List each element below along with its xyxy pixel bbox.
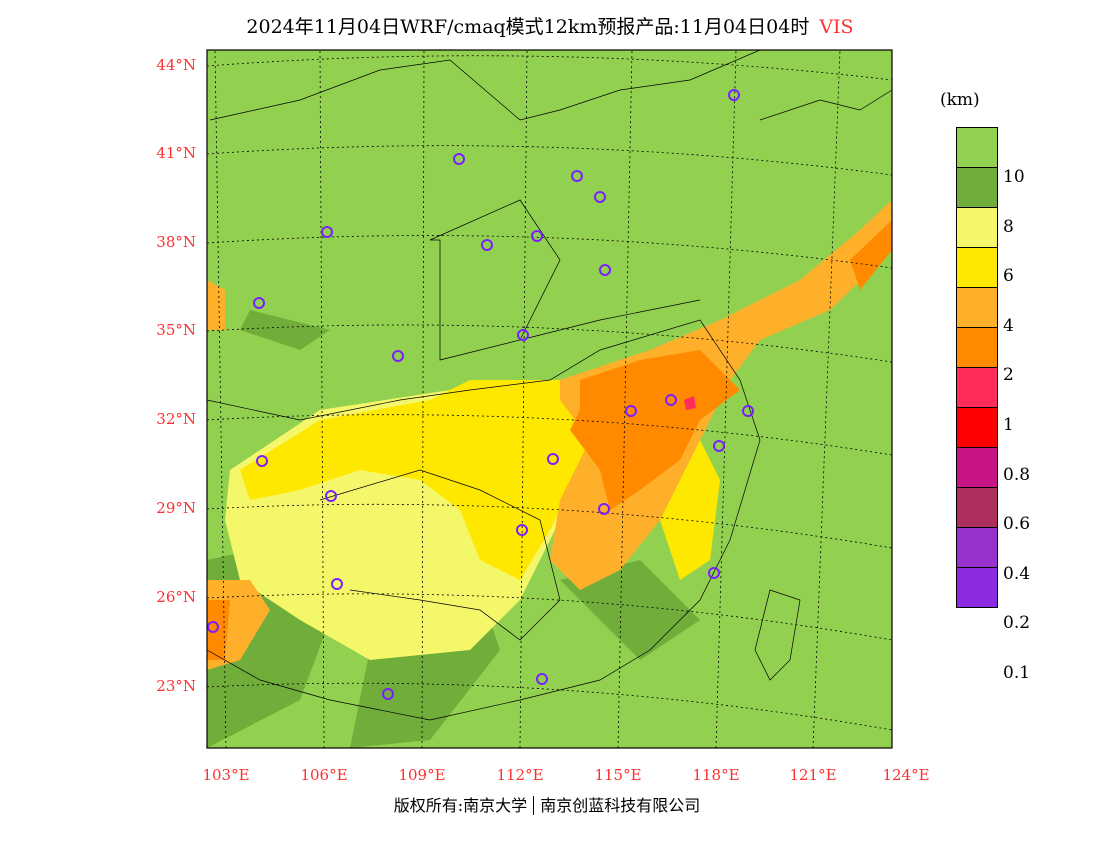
legend-swatch [957, 208, 997, 248]
lon-label: 124°E [882, 766, 930, 784]
station-marker [453, 153, 465, 165]
lat-label: 26°N [156, 588, 196, 606]
legend-label: 1 [1003, 415, 1014, 435]
legend-swatch [957, 128, 997, 168]
color-legend [956, 127, 998, 608]
lon-label: 106°E [300, 766, 348, 784]
legend-label: 0.1 [1003, 663, 1031, 683]
legend-label: 10 [1003, 167, 1025, 187]
province-borders [207, 50, 892, 721]
lat-label: 23°N [156, 677, 196, 695]
station-markers [207, 89, 754, 700]
legend-unit: (km) [940, 90, 980, 110]
credit-right: 南京创蓝科技有限公司 [533, 796, 701, 815]
zone-pink [684, 396, 696, 410]
station-marker [331, 578, 343, 590]
station-marker [599, 264, 611, 276]
legend-swatch [957, 408, 997, 448]
lat-label: 41°N [156, 144, 196, 162]
legend-swatch [957, 288, 997, 328]
station-marker [728, 89, 740, 101]
station-marker [547, 453, 559, 465]
station-marker [625, 405, 637, 417]
title-variable: VIS [819, 16, 854, 38]
lat-label: 44°N [156, 56, 196, 74]
station-marker [665, 394, 677, 406]
legend-label: 2 [1003, 365, 1014, 386]
graticule [207, 50, 892, 748]
legend-swatch [957, 488, 997, 528]
station-marker [253, 297, 265, 309]
legend-label: 6 [1003, 266, 1014, 287]
station-marker [481, 239, 493, 251]
zone-dark-green [207, 310, 700, 748]
station-marker [207, 621, 219, 633]
lon-label: 118°E [692, 766, 740, 784]
station-marker [598, 503, 610, 515]
lon-label: 112°E [496, 766, 544, 784]
copyright: 版权所有:南京大学 南京创蓝科技有限公司 [0, 792, 1100, 816]
legend-label: 0.6 [1003, 514, 1031, 535]
station-marker [713, 440, 725, 452]
station-marker [382, 688, 394, 700]
station-marker [708, 567, 720, 579]
legend-swatch [957, 368, 997, 408]
zone-yellow [240, 380, 720, 580]
legend-swatch [957, 448, 997, 488]
legend-label: 0.4 [1003, 563, 1031, 584]
legend-swatch [957, 168, 997, 208]
visibility-field [207, 50, 892, 748]
legend-swatch [957, 528, 997, 568]
lat-label: 38°N [156, 233, 196, 251]
legend-label: 0.8 [1003, 464, 1031, 485]
credit-left: 版权所有:南京大学 [393, 796, 528, 815]
legend-label: 0.2 [1003, 613, 1031, 634]
station-marker [742, 405, 754, 417]
station-marker [571, 170, 583, 182]
station-marker [325, 490, 337, 502]
chart-title: 2024年11月04日WRF/cmaq模式12km预报产品:11月04日04时 V… [0, 12, 1100, 39]
lon-label: 103°E [202, 766, 250, 784]
lon-label: 115°E [594, 766, 642, 784]
station-marker [594, 191, 606, 203]
legend-swatch [957, 248, 997, 288]
station-marker [517, 329, 529, 341]
legend-label: 8 [1003, 216, 1014, 237]
station-marker [321, 226, 333, 238]
legend-swatch [957, 568, 997, 607]
station-marker [516, 524, 528, 536]
lat-label: 35°N [156, 321, 196, 339]
lon-label: 121°E [789, 766, 837, 784]
station-marker [531, 230, 543, 242]
legend-label: 4 [1003, 315, 1014, 336]
station-marker [392, 350, 404, 362]
legend-swatch [957, 328, 997, 368]
station-marker [256, 455, 268, 467]
lon-label: 109°E [398, 766, 446, 784]
lat-label: 32°N [156, 410, 196, 428]
lat-label: 29°N [156, 499, 196, 517]
station-marker [536, 673, 548, 685]
title-text: 2024年11月04日WRF/cmaq模式12km预报产品:11月04日04时 [246, 16, 810, 38]
